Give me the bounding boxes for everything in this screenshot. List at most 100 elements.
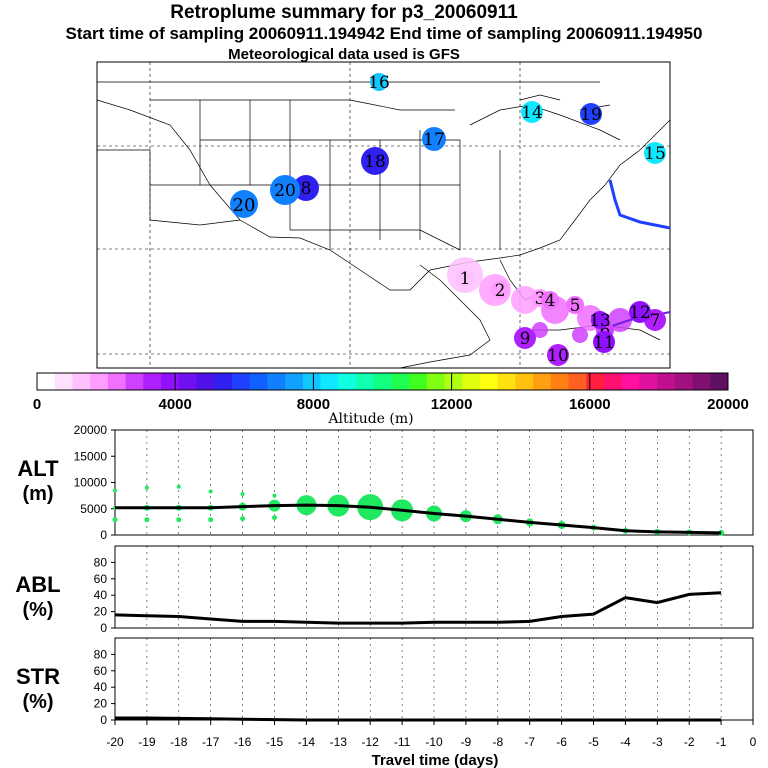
day-marker-label: 20 [274, 181, 296, 201]
panel-alt: 0 5000 10000 15000 20000 ALT(m) [17, 423, 754, 542]
plume-dot [572, 327, 588, 343]
y-axis-unit: (m) [22, 483, 53, 505]
colorbar-swatch [267, 373, 286, 390]
panel-str: 0 20 40 60 80 STR(%) [16, 637, 754, 727]
day-marker-label: 12 [629, 303, 651, 323]
alt-spread-marker [208, 517, 214, 523]
x-tick-label: -12 [362, 735, 380, 749]
boundary-line [97, 149, 241, 226]
y-tick-label: 60 [94, 572, 108, 586]
colorbar-swatch [90, 373, 109, 390]
alt-spread-marker [272, 493, 277, 498]
y-tick-label: 40 [94, 680, 108, 694]
day-marker-dot [566, 296, 584, 314]
colorbar-tick-label: 12000 [431, 396, 473, 413]
day-marker-label: 11 [593, 333, 615, 353]
x-tick-label: -7 [524, 735, 535, 749]
day-marker-dot [580, 103, 602, 125]
colorbar-tick-label: 16000 [569, 396, 611, 413]
colorbar-swatch [143, 373, 162, 390]
altitude-colorbar: 0 4000 8000 12000 16000 20000 [33, 372, 749, 413]
colorbar-swatch [37, 373, 56, 390]
series-line [114, 591, 722, 625]
y-tick-label: 60 [94, 664, 108, 678]
series-line [115, 503, 722, 535]
colorbar-swatch [107, 373, 127, 390]
x-tick-label: 0 [750, 735, 757, 749]
x-tick-label: -10 [425, 735, 443, 749]
day-marker-label: 16 [368, 73, 390, 93]
day-marker-dot [644, 142, 666, 164]
x-tick-label: -5 [588, 735, 599, 749]
day-marker-label: 17 [423, 130, 445, 150]
day-marker: 1 [456, 269, 474, 289]
day-marker-label: 13 [589, 311, 611, 331]
met-data-line: Meteorological data used is GFS [228, 46, 460, 63]
time-series-panels: 05000100001500020000ALT(m)020406080ABL(%… [15, 423, 756, 749]
day-marker: 10 [547, 344, 569, 366]
colorbar-swatch [603, 373, 623, 390]
day-marker: 15 [644, 142, 666, 164]
x-axis: -20 -19 -18 -17 -16 -15 -14 -13 -12 -11 -10 -9 -8 -7-… [106, 720, 757, 749]
x-tick-label: -11 [394, 735, 411, 749]
colorbar-swatch [125, 373, 144, 390]
y-tick-label: 80 [94, 647, 108, 661]
day-marker-dot [521, 101, 543, 123]
colorbar-swatch [373, 373, 392, 390]
day-marker-label: 14 [521, 103, 543, 123]
day-marker: 9 [514, 327, 536, 349]
day-marker: 14 [521, 101, 543, 123]
y-axis-label: ALT [17, 456, 59, 481]
colorbar-swatch [639, 373, 658, 390]
colorbar-swatch [320, 373, 339, 390]
colorbar-swatch [497, 373, 516, 390]
y-tick-label: 40 [94, 588, 108, 602]
day-marker: 12 [629, 301, 651, 323]
boundary-line [150, 99, 455, 111]
colorbar-swatch [196, 373, 215, 390]
y-tick-label: 80 [94, 555, 108, 569]
day-marker-dot [514, 327, 536, 349]
colorbar-swatch [550, 373, 570, 390]
day-marker-dot [270, 175, 300, 205]
y-tick-label: 15000 [74, 449, 108, 463]
x-tick-label: -4 [620, 735, 631, 749]
panel-abl: 0 20 40 60 80 ABL(%) [15, 545, 754, 635]
day-marker: 8 [293, 175, 319, 201]
day-marker: 2 [491, 281, 509, 301]
colorbar-swatch [302, 373, 321, 390]
colorbar-label: Altitude (m) [327, 411, 413, 427]
day-marker-dot [629, 301, 651, 323]
day-marker-label: 15 [644, 144, 666, 164]
alt-spread-marker [272, 515, 277, 521]
day-marker-label: 3 [535, 289, 546, 309]
day-marker-dot [593, 331, 615, 353]
day-marker-dot [230, 190, 258, 218]
day-marker-label: 7 [650, 311, 661, 331]
colorbar-swatch [409, 373, 428, 390]
day-marker-label: 4 [545, 291, 556, 311]
colorbar-tick-label: 20000 [707, 396, 749, 413]
alt-spread-marker [176, 484, 181, 489]
colorbar-swatch [586, 373, 605, 390]
day-marker: 16 [368, 73, 390, 93]
colorbar-swatch [426, 373, 446, 390]
map-frame [96, 61, 671, 369]
alt-spread-marker [113, 488, 117, 493]
day-marker-label: 8 [301, 179, 312, 199]
colorbar-swatch [214, 373, 233, 390]
plume-dot [511, 286, 539, 314]
colorbar-swatch [621, 373, 640, 390]
colorbar-swatch [710, 373, 729, 390]
day-marker-dot [370, 73, 388, 91]
alt-spread-marker [240, 516, 246, 522]
colorbar-swatch [444, 373, 463, 390]
day-marker-dot [491, 281, 509, 299]
colorbar-swatch [674, 373, 694, 390]
day-marker-dot [293, 175, 319, 201]
y-axis-unit: (%) [22, 691, 53, 713]
x-tick-label: -6 [556, 735, 567, 749]
colorbar-tick-label: 0 [33, 396, 41, 413]
